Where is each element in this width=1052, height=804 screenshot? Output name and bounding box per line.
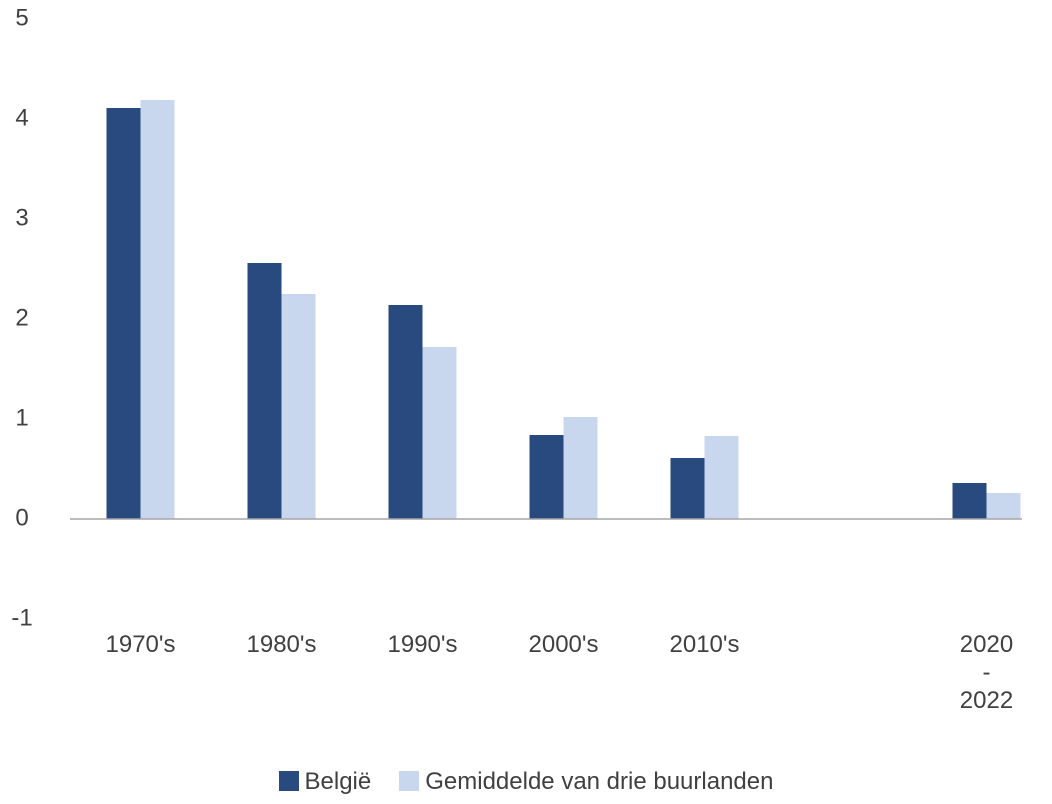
y-tick-label: -1	[11, 604, 32, 631]
x-tick-label: 1990's	[387, 631, 458, 658]
legend-item: Gemiddelde van drie buurlanden	[399, 768, 773, 796]
legend-item: België	[278, 768, 372, 796]
bar	[563, 417, 598, 519]
bar	[388, 305, 423, 519]
y-tick-label: 3	[15, 204, 28, 231]
x-tick-label: 1970's	[105, 631, 176, 658]
legend-swatch	[399, 771, 420, 791]
y-tick-label: 1	[15, 404, 28, 431]
legend-swatch	[278, 771, 299, 791]
bar	[952, 483, 987, 519]
y-tick-label: 5	[15, 4, 28, 31]
y-tick-label: 4	[15, 104, 28, 131]
bar	[986, 493, 1021, 519]
legend-label: Gemiddelde van drie buurlanden	[425, 768, 774, 795]
bar	[422, 347, 457, 519]
bar	[247, 263, 282, 519]
legend-label: België	[304, 768, 372, 795]
x-tick-label: 2000's	[528, 631, 599, 658]
bar	[106, 108, 141, 519]
bar	[704, 436, 739, 519]
y-tick-label: 2	[15, 304, 28, 331]
bar	[281, 294, 316, 519]
legend: België Gemiddelde van drie buurlanden	[0, 768, 1052, 796]
x-tick-label: 2010's	[669, 631, 740, 658]
x-tick-label: 2020 - 2022	[959, 631, 1014, 714]
bar	[670, 458, 705, 519]
bar	[529, 435, 564, 519]
x-tick-label: 1980's	[246, 631, 317, 658]
bar	[140, 100, 175, 519]
y-tick-label: 0	[15, 504, 28, 531]
